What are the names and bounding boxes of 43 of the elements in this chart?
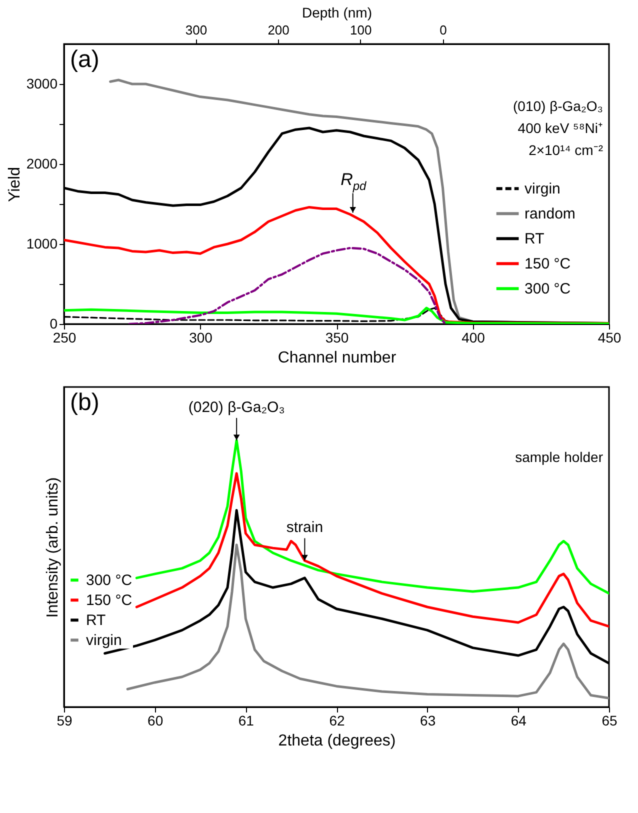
x2-axis-title: Depth (nm)	[302, 4, 372, 20]
legend-label: RT	[524, 230, 544, 248]
x2-tick-label: 100	[350, 22, 372, 38]
x2-tick-label: 200	[268, 22, 290, 38]
x2-tick-label: 300	[185, 22, 208, 38]
x-tick-label: 59	[56, 712, 72, 728]
x-axis-title: Channel number	[278, 350, 397, 366]
legend-label: 300 °C	[524, 280, 571, 298]
annotation: (010) β-Ga₂O₃	[513, 98, 603, 114]
x-tick-label: 450	[598, 330, 622, 346]
x-axis-title: 2theta (degrees)	[278, 732, 396, 750]
legend-label: random	[524, 206, 576, 223]
y-tick-label: 1000	[26, 236, 58, 252]
x-tick-label: 250	[52, 330, 76, 346]
text: (b)	[70, 389, 100, 416]
x-tick-label: 62	[329, 712, 345, 728]
legend-label: virgin	[524, 180, 560, 198]
x-tick-label: 350	[325, 330, 349, 346]
legend-label: 150 °C	[524, 256, 571, 273]
legend-label: 150 °C	[86, 592, 132, 610]
x-tick-label: 64	[510, 712, 527, 728]
legend-label: virgin	[86, 632, 122, 650]
legend-label: 300 °C	[86, 572, 132, 590]
legend-label: RT	[86, 612, 106, 630]
y-axis-title: Yield	[6, 167, 24, 202]
annotation: 2×10¹⁴ cm⁻²	[528, 142, 604, 158]
x-tick-label: 63	[420, 712, 436, 728]
annotation: sample holder	[515, 449, 604, 465]
y-axis-title: Intensity (arb. units)	[44, 477, 62, 618]
x-tick-label: 61	[238, 712, 254, 728]
x-tick-label: 65	[602, 712, 618, 728]
x-tick-label: 400	[462, 330, 486, 346]
annotation: 400 keV ⁵⁸Ni⁺	[518, 120, 603, 136]
x-tick-label: 60	[148, 712, 164, 728]
y-tick-label: 3000	[26, 76, 58, 92]
x2-tick-label: 0	[440, 22, 447, 38]
annotation: (a)	[70, 46, 100, 73]
annotation: strain	[286, 519, 324, 536]
line-series	[128, 246, 447, 324]
annotation: (020) β-Ga₂O₃	[188, 398, 285, 416]
x-tick-label: 300	[189, 330, 213, 346]
y-tick-label: 0	[50, 316, 58, 332]
y-tick-label: 2000	[26, 156, 58, 172]
